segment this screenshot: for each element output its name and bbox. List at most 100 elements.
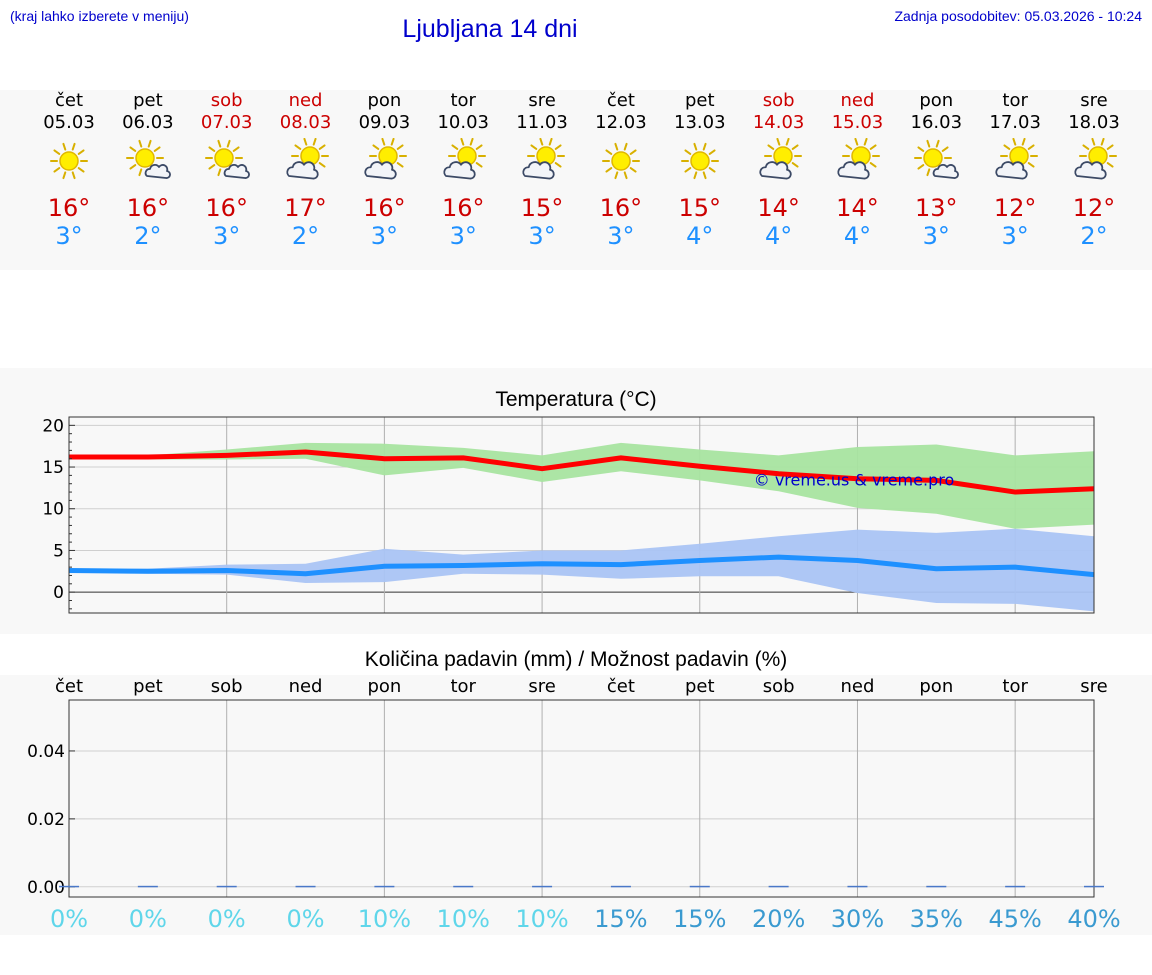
max-temp: 16° — [441, 194, 485, 222]
precip-bar — [689, 885, 710, 888]
precip-chance-label: 15% — [594, 905, 647, 933]
day-date: 17.03 — [989, 112, 1041, 133]
precip-chance-label: 10% — [358, 905, 411, 933]
cloud-sun-icon — [364, 138, 408, 180]
day-name: tor — [450, 90, 476, 111]
max-temp-line — [69, 449, 1095, 495]
min-temp: 2° — [291, 222, 320, 250]
day-date: 07.03 — [200, 112, 253, 133]
max-temp: 16° — [363, 194, 406, 222]
day-column: čet 12.03 16° 3° — [571, 90, 671, 250]
day-column: ned 08.03 17° 2° — [256, 90, 356, 250]
min-temp: 4° — [686, 222, 714, 250]
precip-bar — [374, 885, 395, 888]
day-column: sre 18.03 12° 2° — [1044, 90, 1144, 250]
day-column: sob 07.03 16° 3° — [177, 90, 277, 250]
max-temp: 14° — [757, 194, 800, 222]
min-temp-line — [68, 554, 1095, 578]
day-name: pet — [684, 90, 715, 111]
precip-bar — [926, 885, 947, 888]
y-tick-label: 10 — [42, 500, 64, 520]
min-temp: 3° — [607, 222, 635, 250]
day-date: 14.03 — [752, 112, 805, 133]
day-name: sob — [762, 90, 795, 111]
precip-chance-label: 0% — [208, 905, 246, 933]
day-date: 05.03 — [43, 112, 95, 133]
max-temp: 12° — [993, 194, 1037, 222]
location-hint: (kraj lahko izberete v meniju) — [10, 8, 189, 24]
cloud-sun-icon — [995, 138, 1039, 180]
precip-chance-label: 0% — [129, 905, 167, 933]
day-name: sre — [528, 90, 556, 111]
day-date: 18.03 — [1068, 112, 1120, 133]
min-temp: 3° — [55, 222, 83, 250]
min-temp: 3° — [449, 222, 477, 250]
day-date: 12.03 — [595, 112, 647, 133]
max-temp: 15° — [520, 194, 564, 222]
max-temp: 16° — [205, 194, 248, 222]
x-category-label: sob — [211, 676, 243, 697]
x-category-label: pon — [919, 676, 953, 697]
min-temp: 3° — [528, 222, 556, 250]
forecast-strip — [0, 90, 1152, 270]
x-category-label: čet — [55, 676, 83, 697]
day-column: sre 11.03 15° 3° — [492, 90, 592, 250]
day-name: ned — [288, 90, 323, 111]
min-temp: 2° — [1080, 222, 1108, 250]
max-temp: 17° — [284, 194, 327, 222]
x-category-label: ned — [841, 676, 875, 697]
day-column: sob 14.03 14° 4° — [729, 90, 829, 250]
day-column: pon 16.03 13° 3° — [886, 90, 986, 250]
precip-bar — [137, 885, 158, 888]
cloud-sun-icon — [443, 138, 487, 180]
sun-icon — [601, 142, 640, 180]
max-temp: 14° — [836, 194, 879, 222]
day-column: pon 09.03 16° 3° — [334, 90, 434, 250]
sun-cloud-icon — [914, 139, 960, 179]
sun-icon — [50, 142, 88, 180]
page-title-text: Ljubljana 14 dni — [402, 15, 578, 43]
y-tick-label: 0.04 — [27, 742, 65, 762]
sun-cloud-icon — [204, 139, 250, 179]
precip-chance-label: 10% — [437, 905, 490, 933]
day-name: ned — [840, 90, 875, 111]
min-temp: 3° — [213, 222, 241, 250]
min-temp-range-band — [69, 528, 1094, 612]
y-tick-label: 0 — [53, 583, 64, 603]
day-name: sob — [210, 90, 243, 111]
precip-chance-label: 40% — [1067, 905, 1120, 933]
day-date: 16.03 — [910, 112, 963, 133]
precip-chance-label: 45% — [988, 905, 1041, 933]
day-date: 09.03 — [358, 112, 411, 133]
x-category-label: sre — [1080, 676, 1107, 697]
precip-bar — [532, 885, 553, 888]
precip-chance-label: 15% — [673, 905, 726, 933]
day-date: 15.03 — [831, 112, 884, 133]
day-columns: čet 05.03 16° 3° pet 06.03 16° 2° sob 07.03 16° 3° n… — [0, 90, 1152, 270]
precip-chance-label: 20% — [752, 905, 805, 933]
precip-bar — [610, 885, 631, 888]
day-date: 11.03 — [516, 112, 568, 133]
cloud-sun-icon — [522, 138, 566, 180]
day-column: tor 17.03 12° 3° — [965, 90, 1065, 250]
day-date: 13.03 — [674, 112, 726, 133]
day-date: 10.03 — [437, 112, 489, 133]
precip-bar — [1005, 885, 1026, 888]
min-temp: 4° — [764, 222, 793, 250]
max-temp: 12° — [1072, 194, 1116, 222]
precip-bar — [59, 885, 79, 888]
x-category-label: pet — [685, 676, 715, 697]
precip-bar — [295, 885, 316, 888]
y-tick-label: 20 — [42, 416, 64, 436]
precipitation-chart-title: Količina padavin (mm) / Možnost padavin … — [364, 648, 788, 671]
min-temp: 4° — [843, 222, 872, 250]
day-date: 06.03 — [122, 112, 174, 133]
precipitation-panel — [0, 675, 1152, 935]
min-temp: 3° — [370, 222, 399, 250]
x-category-label: sob — [763, 676, 795, 697]
page-title: Ljubljana 14 dni — [0, 15, 1152, 44]
cloud-sun-icon — [837, 138, 881, 180]
precip-chance-label: 30% — [831, 905, 884, 933]
max-temp: 13° — [915, 194, 958, 222]
max-temp: 16° — [599, 194, 643, 222]
